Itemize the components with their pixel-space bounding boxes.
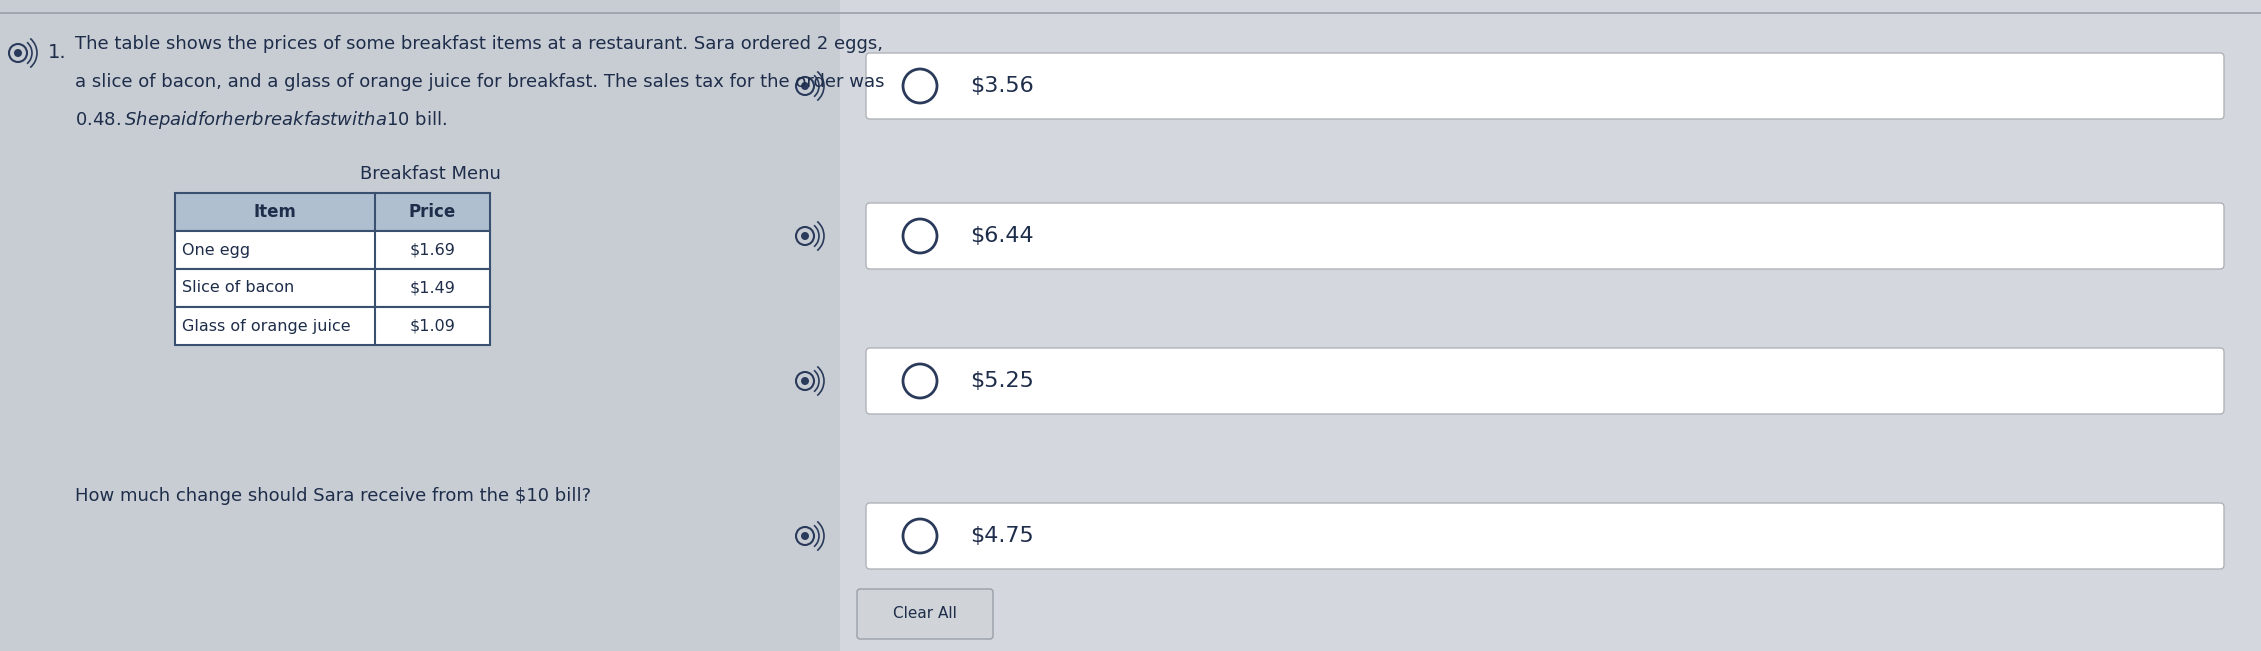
Text: $6.44: $6.44 bbox=[970, 226, 1033, 246]
Text: Item: Item bbox=[253, 203, 296, 221]
Text: $1.49: $1.49 bbox=[409, 281, 454, 296]
Text: The table shows the prices of some breakfast items at a restaurant. Sara ordered: The table shows the prices of some break… bbox=[75, 35, 884, 53]
FancyBboxPatch shape bbox=[841, 0, 2261, 651]
Circle shape bbox=[800, 82, 809, 90]
FancyBboxPatch shape bbox=[174, 231, 491, 269]
Circle shape bbox=[14, 49, 23, 57]
Text: Price: Price bbox=[409, 203, 457, 221]
FancyBboxPatch shape bbox=[174, 193, 491, 231]
Text: $0.48. She paid for her breakfast with a $10 bill.: $0.48. She paid for her breakfast with a… bbox=[75, 109, 448, 131]
FancyBboxPatch shape bbox=[866, 203, 2225, 269]
Text: $5.25: $5.25 bbox=[970, 371, 1033, 391]
Circle shape bbox=[800, 232, 809, 240]
Text: Slice of bacon: Slice of bacon bbox=[181, 281, 294, 296]
Text: $4.75: $4.75 bbox=[970, 526, 1033, 546]
Text: 1.: 1. bbox=[47, 44, 66, 62]
Text: Breakfast Menu: Breakfast Menu bbox=[359, 165, 500, 183]
FancyBboxPatch shape bbox=[857, 589, 993, 639]
Text: $3.56: $3.56 bbox=[970, 76, 1033, 96]
Text: Clear All: Clear All bbox=[893, 607, 956, 622]
FancyBboxPatch shape bbox=[866, 53, 2225, 119]
FancyBboxPatch shape bbox=[866, 348, 2225, 414]
Circle shape bbox=[800, 532, 809, 540]
FancyBboxPatch shape bbox=[174, 307, 491, 345]
Text: $1.69: $1.69 bbox=[409, 243, 454, 258]
Text: $1.09: $1.09 bbox=[409, 318, 454, 333]
Text: How much change should Sara receive from the $10 bill?: How much change should Sara receive from… bbox=[75, 487, 590, 505]
FancyBboxPatch shape bbox=[866, 503, 2225, 569]
Circle shape bbox=[800, 377, 809, 385]
Text: a slice of bacon, and a glass of orange juice for breakfast. The sales tax for t: a slice of bacon, and a glass of orange … bbox=[75, 73, 884, 91]
Text: Glass of orange juice: Glass of orange juice bbox=[181, 318, 350, 333]
FancyBboxPatch shape bbox=[174, 269, 491, 307]
Text: One egg: One egg bbox=[181, 243, 251, 258]
